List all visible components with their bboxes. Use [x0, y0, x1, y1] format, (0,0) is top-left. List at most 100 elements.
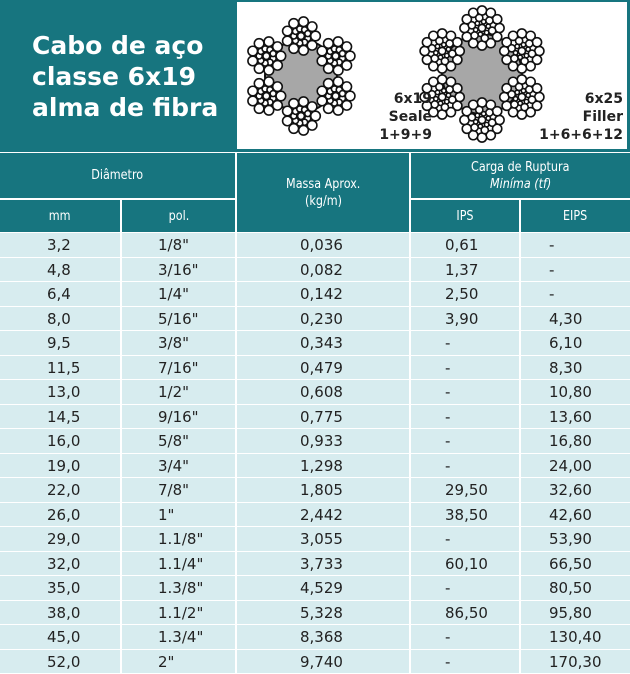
product-title: Cabo de aço classe 6x19 alma de fibra — [0, 0, 236, 152]
wire — [520, 41, 527, 48]
wire — [421, 54, 433, 66]
cell-eips: 10,80 — [549, 383, 592, 401]
wire — [512, 95, 519, 102]
cell-mm: 32,0 — [47, 554, 81, 573]
wire — [271, 59, 284, 71]
table-row: 14,5 9/16" 0,775 - 13,60 — [0, 404, 630, 429]
wire — [331, 91, 340, 101]
wire — [451, 100, 463, 112]
cell-eips: 170,30 — [549, 652, 602, 671]
wire — [297, 44, 310, 56]
cell-mm: 13,0 — [47, 383, 81, 401]
wire — [434, 89, 441, 96]
wire — [437, 54, 444, 61]
wire — [510, 54, 519, 63]
wire — [477, 115, 487, 125]
cell-pol: 1.1/4" — [158, 554, 204, 573]
cell-pol: 5/8" — [158, 432, 190, 450]
wire — [470, 123, 479, 132]
table-row: 3,2 1/8" 0,036 0,61 - — [0, 233, 630, 258]
cell-massa: 2,442 — [300, 505, 343, 524]
wire — [445, 46, 452, 53]
table-row: 19,0 3/4" 1,298 - 24,00 — [0, 453, 630, 478]
cell-ips: 0,61 — [445, 236, 479, 254]
column-divider — [235, 233, 237, 674]
header-mm-label: mm — [49, 208, 71, 224]
cell-pol: 1.3/4" — [158, 628, 204, 646]
wire — [275, 90, 287, 102]
wire — [524, 85, 534, 94]
cell-mm: 6,4 — [47, 285, 71, 303]
wire — [514, 89, 521, 96]
cell-eips: 80,50 — [549, 579, 592, 597]
header-diametro-label: Diâmetro — [91, 168, 144, 183]
cell-massa: 0,933 — [300, 432, 343, 450]
wire — [451, 82, 463, 94]
cell-massa: 0,230 — [300, 309, 343, 328]
wire — [443, 98, 450, 105]
title-line-3: alma de fibra — [32, 92, 219, 122]
wire — [443, 52, 450, 59]
cell-mm: 14,5 — [47, 407, 81, 426]
header-massa: Massa Aprox. (kg/m) — [237, 153, 409, 232]
wire — [491, 31, 503, 43]
table-row: 22,0 7/8" 1,805 29,50 32,60 — [0, 478, 630, 503]
wire — [338, 89, 347, 98]
wire — [309, 30, 322, 42]
table-row: 26,0 1" 2,442 38,50 42,60 — [0, 502, 630, 527]
wire — [271, 41, 284, 53]
cell-eips: 66,50 — [549, 554, 592, 573]
wire — [525, 92, 532, 99]
header-banner: Cabo de aço classe 6x19 alma de fibra 6x… — [0, 0, 630, 152]
title-line-2: classe 6x19 — [32, 61, 196, 91]
wire — [437, 92, 447, 102]
table-row: 45,0 1.3/4" 8,368 - 130,40 — [0, 625, 630, 650]
cell-eips: 42,60 — [549, 505, 592, 524]
wire — [341, 99, 353, 111]
cell-mm: 3,2 — [47, 236, 71, 254]
wire — [524, 39, 534, 48]
wire — [510, 100, 519, 109]
wire — [421, 36, 433, 48]
cell-mm: 22,0 — [47, 481, 81, 499]
cell-ips: - — [445, 383, 451, 401]
cell-pol: 3/16" — [158, 260, 199, 279]
cell-massa: 8,368 — [300, 628, 343, 646]
cell-massa: 3,733 — [300, 554, 343, 573]
rope-b-label-line: Filler — [582, 109, 623, 125]
table-row: 4,8 3/16" 0,082 1,37 - — [0, 257, 630, 282]
cell-massa: 1,805 — [300, 481, 343, 499]
cell-pol: 7/16" — [158, 358, 199, 377]
cell-pol: 9/16" — [158, 407, 199, 426]
cell-ips: 1,37 — [445, 260, 479, 279]
wire — [262, 91, 271, 101]
cell-mm: 35,0 — [47, 579, 81, 597]
cell-massa: 0,608 — [300, 383, 343, 401]
wire — [297, 124, 310, 136]
wire — [461, 105, 473, 117]
wire — [341, 59, 353, 71]
wire — [491, 13, 503, 25]
spec-table-body: 3,2 1/8" 0,036 0,61 - 4,8 3/16" 0,082 1,37 - 6,4 1/… — [0, 233, 630, 674]
cell-massa: 0,343 — [300, 334, 343, 352]
table-row: 9,5 3/8" 0,343 - 6,10 — [0, 331, 630, 356]
cell-pol: 5/16" — [158, 309, 199, 328]
cell-ips: - — [445, 628, 451, 646]
cell-eips: - — [549, 285, 555, 303]
wire — [434, 43, 441, 50]
wire — [306, 101, 318, 113]
header-eips-label: EIPS — [563, 208, 588, 224]
rope-a-label: 6x19 Seale 1+9+9 — [379, 90, 432, 144]
wire — [296, 31, 306, 41]
wire — [531, 54, 543, 66]
cell-eips: 8,30 — [549, 358, 583, 377]
wire — [271, 81, 284, 93]
wire — [437, 46, 447, 56]
cell-eips: 32,60 — [549, 481, 592, 499]
cell-massa: 5,328 — [300, 603, 343, 622]
cell-mm: 8,0 — [47, 309, 71, 328]
wire — [485, 23, 492, 30]
cell-mm: 52,0 — [47, 652, 81, 671]
table-row: 35,0 1.3/8" 4,529 - 80,50 — [0, 576, 630, 601]
wire — [480, 110, 487, 117]
